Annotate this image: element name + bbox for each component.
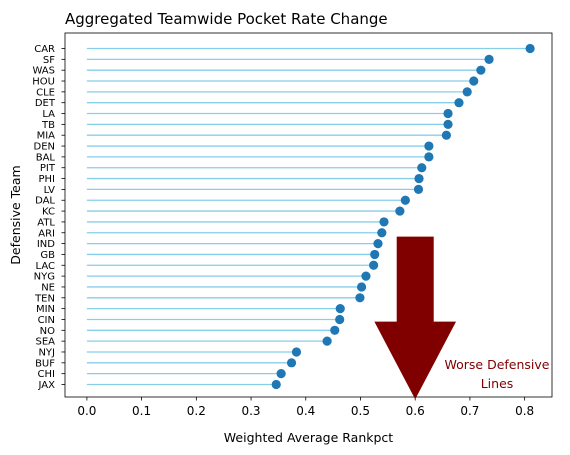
y-tick-label-dal: DAL [35,196,55,207]
x-tick-label: 0.0 [77,404,96,418]
marker-bal [424,152,434,162]
annotation-text-line: Worse Defensive [445,357,550,372]
y-tick-label-mia: MIA [37,131,56,142]
x-tick-label: 0.6 [406,404,425,418]
y-tick-label-den: DEN [34,142,56,153]
chart-title: Aggregated Teamwide Pocket Rate Change [65,10,388,28]
marker-nyj [291,347,302,357]
x-tick-label: 0.4 [296,404,315,418]
marker-chi [276,369,286,379]
y-tick-label-lv: LV [44,185,55,196]
plot-area [86,43,535,390]
y-tick-label-gb: GB [40,250,55,261]
y-tick-label-ne: NE [41,282,55,293]
marker-gb [370,249,380,260]
marker-was [476,65,486,75]
marker-kc [395,206,405,216]
marker-ari [377,228,387,238]
marker-lv [413,184,424,195]
y-tick-label-atl: ATL [37,217,55,228]
y-tick-label-car: CAR [34,44,55,55]
y-axis: CARSFWASHOUCLEDETLATBMIADENBALPITPHILVDA… [32,44,65,391]
marker-cle [462,87,472,97]
marker-la [443,108,453,119]
y-tick-label-cle: CLE [36,87,55,98]
y-tick-label-cin: CIN [38,315,55,326]
y-tick-label-jax: JAX [38,380,56,391]
y-tick-label-chi: CHI [38,369,55,380]
y-tick-label-la: LA [42,109,55,120]
y-tick-label-was: WAS [32,66,55,77]
y-tick-label-sf: SF [43,55,55,66]
x-axis: 0.0 0.1 0.2 0.3 0.4 0.5 0.6 0.7 0.8 [77,397,534,418]
y-tick-label-ten: TEN [34,293,55,304]
marker-cin [335,314,345,325]
y-tick-label-nyj: NYJ [38,347,55,358]
marker-pit [417,163,427,173]
y-tick-label-pit: PIT [40,163,56,174]
marker-jax [271,379,281,390]
marker-buf [286,358,297,368]
marker-phi [414,173,424,184]
marker-car [525,43,535,54]
marker-lac [369,260,379,270]
x-tick-label: 0.8 [515,404,534,418]
plot-frame [64,32,553,398]
y-tick-label-no: NO [40,326,55,337]
y-tick-label-ari: ARI [38,228,55,239]
x-tick-label: 0.2 [187,404,206,418]
marker-den [424,141,434,151]
annotation-text-line: Lines [481,376,514,391]
marker-mia [441,130,451,140]
marker-ne [356,282,367,292]
y-tick-label-phi: PHI [39,174,56,185]
marker-ten [355,293,365,303]
x-tick-label: 0.7 [460,404,479,418]
marker-atl [379,217,389,227]
y-tick-label-hou: HOU [32,77,55,88]
marker-sea [322,336,332,346]
y-tick-label-nyg: NYG [34,272,55,283]
y-tick-label-det: DET [35,98,56,109]
marker-hou [469,76,479,86]
marker-ind [373,238,383,249]
annotation: Worse Defensive Lines [374,236,550,400]
y-axis-label: Defensive Team [8,165,23,264]
y-tick-label-sea: SEA [35,337,55,348]
y-tick-label-lac: LAC [36,261,55,272]
marker-nyg [361,271,371,281]
marker-no [330,325,340,335]
x-tick-label: 0.5 [351,404,370,418]
x-axis-label: Weighted Average Rankpct [224,430,393,445]
y-tick-label-bal: BAL [36,152,56,163]
x-tick-label: 0.3 [241,404,260,418]
x-tick-label: 0.1 [132,404,151,418]
y-tick-label-kc: KC [42,207,55,218]
y-tick-label-ind: IND [37,239,55,250]
marker-tb [443,119,453,129]
marker-dal [400,195,410,205]
marker-min [335,304,345,314]
marker-sf [484,54,494,64]
worse-lines-arrow [374,236,457,400]
marker-det [454,98,464,108]
y-tick-label-buf: BUF [35,358,55,369]
y-tick-label-tb: TB [41,120,55,131]
y-tick-label-min: MIN [36,304,55,315]
